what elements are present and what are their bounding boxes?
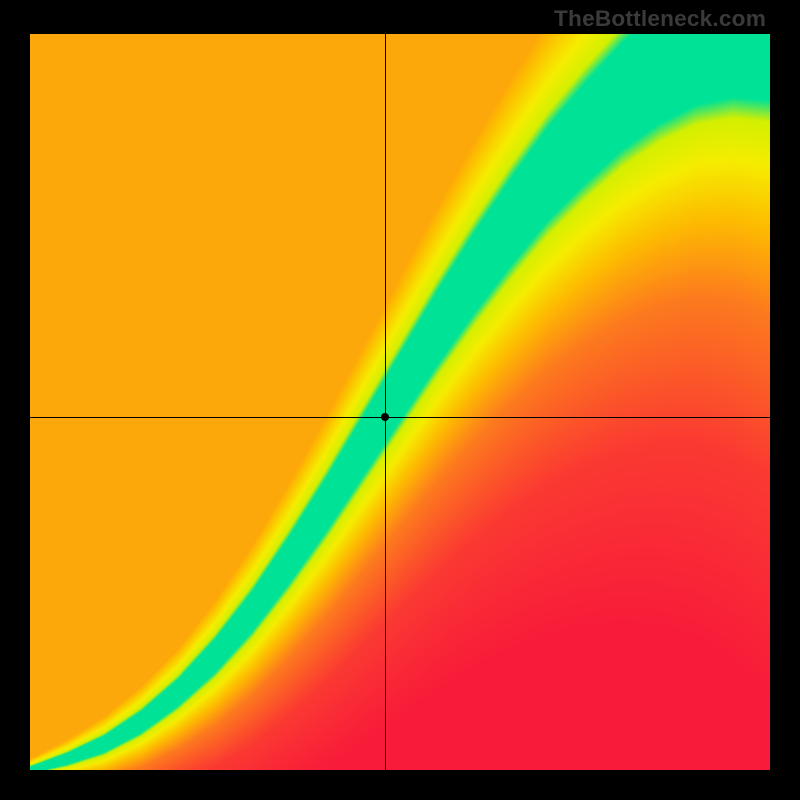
heatmap-canvas <box>30 34 770 770</box>
watermark-text: TheBottleneck.com <box>554 6 766 32</box>
bottleneck-heatmap <box>30 34 770 770</box>
